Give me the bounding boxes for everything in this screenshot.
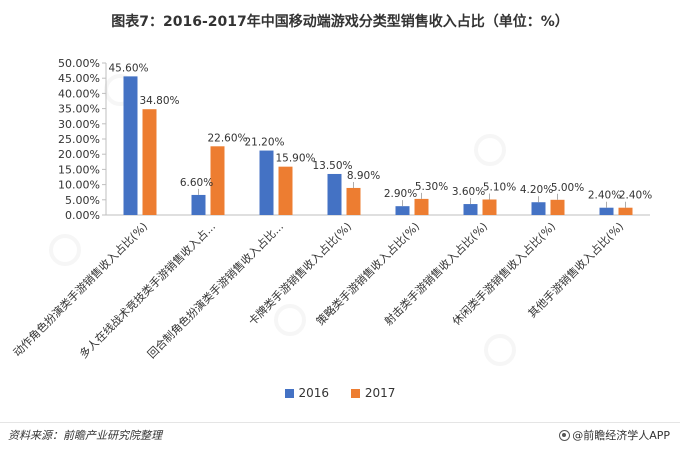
y-tick-label: 0.00%: [65, 209, 100, 222]
data-label-2016: 21.20%: [244, 137, 284, 149]
brand-logo-icon: [559, 430, 571, 441]
data-label-2017: 8.90%: [347, 170, 380, 182]
data-label-2016: 3.60%: [452, 186, 485, 198]
bar-2016: [599, 207, 614, 215]
y-tick-label: 20.00%: [58, 148, 100, 161]
bar-2016: [191, 194, 206, 215]
data-label-2016: 13.50%: [312, 160, 352, 172]
x-tick-label: 多人在线战术竞技类手游销售收入占...: [76, 219, 218, 361]
data-label-2016: 6.60%: [180, 177, 213, 189]
y-tick-label: 30.00%: [58, 118, 100, 131]
bar-2017: [278, 166, 293, 215]
legend-swatch-2016: [284, 389, 294, 398]
bar-2017: [618, 207, 633, 215]
data-label-2017: 22.60%: [207, 132, 247, 144]
data-label-2017: 5.30%: [415, 181, 448, 193]
data-label-2016: 45.60%: [108, 62, 148, 74]
data-label-2016: 2.40%: [588, 190, 621, 202]
bar-2016: [395, 206, 410, 215]
bar-2016: [259, 150, 274, 215]
y-tick-label: 50.00%: [58, 57, 100, 70]
legend-label-2016: 2016: [298, 386, 330, 400]
y-tick-label: 15.00%: [58, 163, 100, 176]
bar-2016: [531, 202, 546, 215]
bar-2016: [463, 204, 478, 215]
bar-2016: [327, 173, 342, 215]
chart-title: 图表7：2016-2017年中国移动端游戏分类型销售收入占比（单位：%）: [111, 14, 569, 30]
y-tick-label: 5.00%: [65, 194, 100, 207]
bar-2017: [210, 146, 225, 215]
bar-2017: [142, 109, 157, 215]
data-label-2017: 5.10%: [483, 181, 516, 193]
data-label-2016: 2.90%: [384, 188, 417, 200]
data-label-2017: 34.80%: [139, 95, 179, 107]
y-tick-label: 35.00%: [58, 103, 100, 116]
legend-item-2017: 2017: [350, 386, 396, 400]
bar-2017: [482, 199, 497, 215]
bar-2017: [346, 187, 361, 215]
legend-swatch-2017: [350, 389, 360, 398]
data-label-2017: 5.00%: [551, 182, 584, 194]
y-tick-label: 25.00%: [58, 133, 100, 146]
y-tick-label: 10.00%: [58, 179, 100, 192]
brand-text: @前瞻经济学人APP: [572, 429, 670, 442]
source-note: 资料来源：前瞻产业研究院整理: [8, 429, 162, 442]
brand-credit: @前瞻经济学人APP: [559, 427, 670, 443]
bar-2017: [550, 199, 565, 215]
data-label-2017: 2.40%: [619, 190, 652, 202]
data-label-2017: 15.90%: [275, 153, 315, 165]
data-label-2016: 4.20%: [520, 184, 553, 196]
footer-divider: [0, 422, 680, 423]
legend-item-2016: 2016: [284, 386, 330, 400]
y-tick-label: 45.00%: [58, 72, 100, 85]
legend: 2016 2017: [0, 386, 680, 400]
bar-2016: [123, 76, 138, 215]
legend-label-2017: 2017: [364, 386, 396, 400]
bar-2017: [414, 198, 429, 215]
x-tick-label: 回合制角色扮演类手游销售收入占比...: [144, 219, 286, 361]
y-tick-label: 40.00%: [58, 87, 100, 100]
x-tick-label: 动作角色扮演类手游销售收入占比(%): [10, 219, 150, 359]
